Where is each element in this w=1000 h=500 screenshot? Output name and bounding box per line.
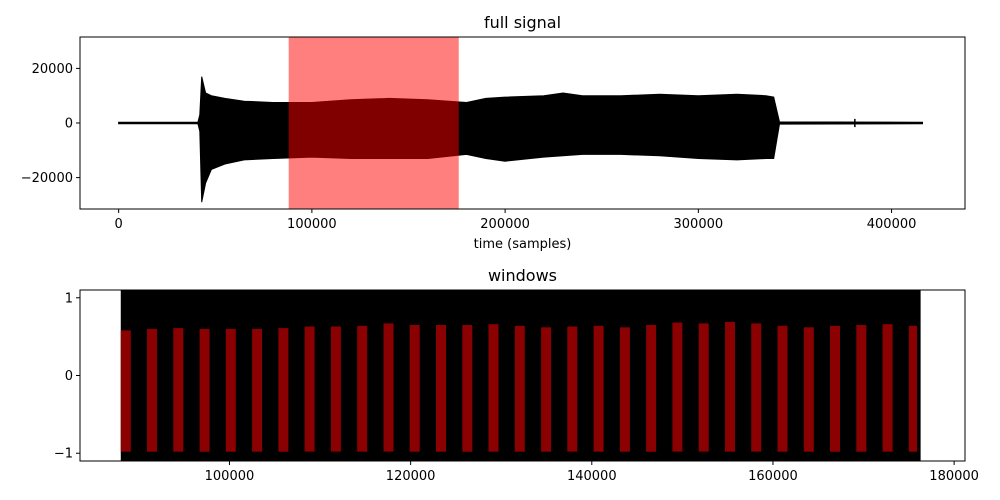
window-segment bbox=[225, 328, 236, 452]
full-signal-x-tick-label: 300000 bbox=[674, 217, 724, 232]
window-segment bbox=[173, 328, 184, 452]
window-segment bbox=[541, 327, 552, 452]
window-segment bbox=[646, 325, 657, 452]
window-segment bbox=[830, 325, 840, 452]
windows-x-tick-label: 120000 bbox=[386, 469, 436, 484]
windows-title: windows bbox=[488, 266, 557, 285]
window-segment bbox=[252, 328, 263, 452]
windows-y-tick-label: 0 bbox=[65, 369, 73, 384]
full-signal-y-tick-label: −20000 bbox=[21, 171, 73, 186]
full-signal-title: full signal bbox=[484, 13, 561, 32]
window-segment bbox=[304, 326, 315, 452]
full-signal-x-tick-label: 400000 bbox=[867, 217, 917, 232]
full-signal-x-tick-label: 200000 bbox=[480, 217, 530, 232]
window-segment bbox=[882, 324, 893, 452]
full-signal-y-ticks: 20000 0 −20000 bbox=[21, 62, 80, 186]
windows-x-tick-label: 140000 bbox=[567, 469, 617, 484]
full-signal-content bbox=[118, 37, 923, 209]
window-segment bbox=[593, 325, 604, 452]
window-segment bbox=[383, 323, 394, 452]
full-signal-x-tick-label: 0 bbox=[115, 217, 123, 232]
window-segment bbox=[436, 325, 446, 452]
window-segment bbox=[120, 330, 131, 452]
windows-content bbox=[120, 290, 921, 461]
window-segment bbox=[462, 325, 473, 452]
window-segment bbox=[751, 323, 762, 452]
full-signal-x-tick-label: 100000 bbox=[287, 217, 337, 232]
windows-x-tick-label: 160000 bbox=[748, 469, 798, 484]
window-segment bbox=[409, 325, 420, 452]
window-segment bbox=[514, 325, 525, 452]
window-segment bbox=[698, 323, 709, 452]
window-segment bbox=[725, 321, 735, 452]
windows-y-ticks: 1 0 −1 bbox=[54, 291, 80, 462]
full-signal-y-tick-label: 0 bbox=[65, 117, 73, 132]
window-segment bbox=[803, 327, 814, 452]
window-segment bbox=[199, 328, 210, 452]
window-segment bbox=[856, 325, 867, 452]
window-segment bbox=[672, 322, 683, 452]
windows-x-tick-label: 180000 bbox=[929, 469, 979, 484]
window-segment bbox=[330, 326, 341, 452]
windows-x-ticks: 100000 120000 140000 160000 180000 bbox=[205, 461, 979, 484]
windows-y-tick-label: 1 bbox=[65, 291, 73, 306]
selected-window-highlight bbox=[288, 37, 459, 209]
window-segment bbox=[619, 327, 630, 452]
full-signal-x-ticks: 0 100000 200000 300000 400000 bbox=[115, 209, 917, 232]
window-segment bbox=[147, 328, 157, 452]
window-segment bbox=[908, 325, 917, 452]
window-segment bbox=[777, 325, 788, 452]
windows-plot: windows 100000 120000 140000 160000 180000 1… bbox=[54, 266, 979, 484]
windows-x-tick-label: 100000 bbox=[205, 469, 255, 484]
window-segment bbox=[567, 326, 578, 452]
window-segment bbox=[488, 324, 499, 452]
window-segment bbox=[357, 325, 368, 452]
window-segment bbox=[278, 328, 289, 452]
windows-y-tick-label: −1 bbox=[54, 447, 73, 462]
full-signal-y-tick-label: 20000 bbox=[32, 62, 73, 77]
full-signal-x-axis-label: time (samples) bbox=[474, 237, 572, 252]
full-signal-plot: full signal 0 100000 200000 300000 400000 20… bbox=[21, 13, 966, 252]
